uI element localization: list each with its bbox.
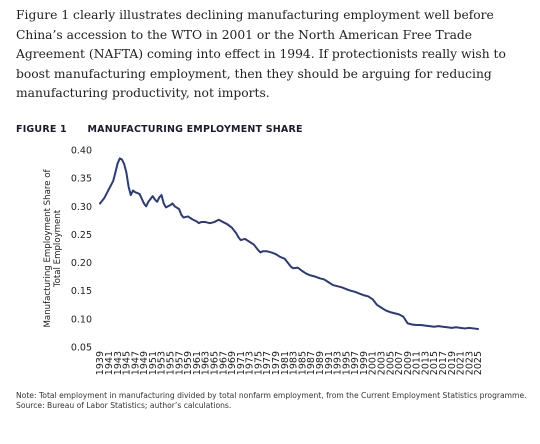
x-tick-label: 1969	[227, 351, 238, 375]
x-tick-label: 1955	[166, 351, 177, 375]
x-tick-label: 1995	[341, 351, 352, 375]
y-tick-labels: 0.40 0.35 0.30 0.25 0.20 0.15 0.10 0.05	[71, 146, 92, 354]
x-tick-label: 2007	[394, 351, 405, 375]
x-tick-label: 1999	[359, 351, 370, 375]
x-tick-label: 1973	[245, 351, 256, 375]
x-tick-label: 2013	[420, 351, 431, 375]
x-tick-label: 1989	[315, 351, 326, 375]
x-tick-label: 1945	[122, 351, 133, 375]
x-tick-label: 1947	[130, 351, 141, 375]
source-text: Source: Bureau of Labor Statistics; auth…	[16, 401, 232, 411]
y-axis-label: Manufacturing Employment Share of Total E…	[43, 169, 63, 328]
x-tick-label: 1963	[201, 351, 212, 375]
y-tick-label: 0.15	[71, 286, 92, 297]
x-tick-label: 1981	[280, 351, 291, 375]
figure-title: MANUFACTURING EMPLOYMENT SHARE	[87, 124, 303, 135]
x-tick-label: 1993	[333, 351, 344, 375]
x-tick-label: 1951	[148, 351, 159, 375]
x-tick-label: 1943	[113, 351, 124, 375]
x-tick-label: 1961	[192, 351, 203, 375]
x-tick-label: 1949	[139, 351, 150, 375]
series-line	[99, 157, 479, 330]
x-tick-label: 1985	[297, 351, 308, 375]
x-tick-labels: 1939194119431945194719491951195319551957…	[95, 351, 484, 375]
note-text: Note: Total employment in manufacturing …	[16, 391, 527, 400]
x-tick-label: 1959	[183, 351, 194, 375]
employment-share-chart: Manufacturing Employment Share of Total E…	[43, 146, 484, 376]
x-tick-label: 1991	[324, 351, 335, 375]
x-tick-label: 1957	[174, 351, 185, 375]
y-tick-label: 0.30	[71, 202, 92, 213]
y-tick-label: 0.40	[71, 146, 92, 157]
x-tick-label: 1975	[253, 351, 264, 375]
x-tick-label: 1977	[262, 351, 273, 375]
x-tick-label: 1979	[271, 351, 282, 375]
x-tick-label: 2009	[403, 351, 414, 375]
x-tick-label: 1965	[209, 351, 220, 375]
figure-label: FIGURE 1	[16, 124, 67, 135]
figure-heading: FIGURE 1 MANUFACTURING EMPLOYMENT SHARE	[16, 124, 303, 135]
x-tick-label: 2019	[447, 351, 458, 375]
x-tick-label: 1987	[306, 351, 317, 375]
y-tick-label: 0.10	[71, 314, 92, 325]
y-axis-label-line-1: Manufacturing Employment Share of	[43, 169, 53, 328]
y-tick-label: 0.05	[71, 343, 92, 354]
x-tick-label: 1983	[289, 351, 300, 375]
x-tick-label: 2001	[368, 351, 379, 375]
y-tick-label: 0.25	[71, 230, 92, 241]
x-tick-label: 2017	[438, 351, 449, 375]
x-tick-label: 2011	[412, 351, 423, 375]
x-tick-label: 1939	[95, 351, 106, 375]
x-tick-label: 2015	[429, 351, 440, 375]
x-tick-label: 2021	[456, 351, 467, 375]
x-tick-label: 1971	[236, 351, 247, 375]
y-axis-label-line-2: Total Employment	[53, 209, 63, 288]
figure-notes: Note: Total employment in manufacturing …	[16, 391, 528, 412]
x-tick-label: 1953	[157, 351, 168, 375]
y-tick-label: 0.35	[71, 174, 92, 185]
x-tick-label: 2023	[464, 351, 475, 375]
x-tick-label: 1967	[218, 351, 229, 375]
x-tick-label: 1997	[350, 351, 361, 375]
x-tick-label: 2025	[473, 351, 484, 375]
x-tick-label: 2003	[377, 351, 388, 375]
y-tick-label: 0.20	[71, 258, 92, 269]
x-tick-label: 2005	[385, 351, 396, 375]
x-tick-label: 1941	[104, 351, 115, 375]
body-paragraph: Figure 1 clearly illustrates declining m…	[16, 8, 506, 100]
